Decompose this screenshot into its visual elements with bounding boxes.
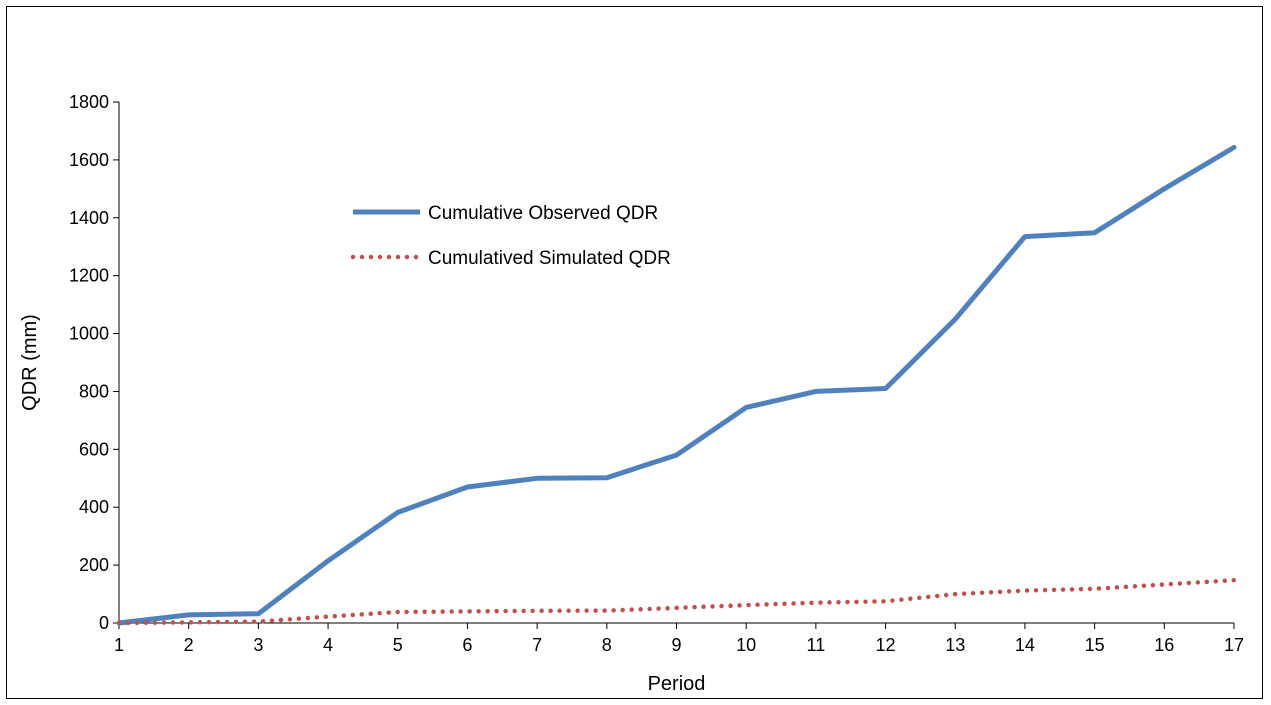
axes: [118, 102, 1234, 624]
y-tick-label: 1200: [69, 266, 109, 286]
y-axis-title: QDR (mm): [19, 314, 41, 411]
x-tick-label: 11: [807, 635, 826, 655]
x-tick-label: 8: [602, 635, 612, 655]
y-tick-label: 1600: [69, 150, 109, 170]
x-tick-label: 17: [1224, 635, 1244, 655]
x-tick-label: 6: [462, 635, 472, 655]
x-tick-label: 10: [736, 635, 756, 655]
legend-label-simulated: Cumulatived Simulated QDR: [428, 248, 671, 269]
x-tick-label: 15: [1085, 635, 1105, 655]
x-tick-label: 1: [114, 635, 124, 655]
x-tick-label: 7: [532, 635, 542, 655]
x-tick-label: 4: [323, 635, 333, 655]
y-tick-label: 400: [79, 497, 109, 517]
legend-label-observed: Cumulative Observed QDR: [428, 203, 658, 224]
observed-qdr-line: [116, 144, 1237, 626]
y-tick-label: 200: [79, 555, 109, 575]
x-tick-label: 16: [1154, 635, 1174, 655]
x-tick-label: 13: [945, 635, 965, 655]
x-tick-label: 12: [876, 635, 896, 655]
y-tick-label: 1400: [69, 208, 109, 228]
simulated-qdr-line: [116, 577, 1237, 626]
y-tick-label: 1000: [69, 324, 109, 344]
x-axis-title: Period: [648, 673, 706, 695]
series-layer: [116, 144, 1237, 626]
chart-frame: [6, 6, 1263, 699]
x-tick-label: 5: [393, 635, 403, 655]
y-axis-ticks: 0 200 400 600 800 1000 1200 1400 1600 1800: [69, 92, 119, 633]
y-tick-label: 600: [79, 439, 109, 459]
x-axis-ticks: 1 2 3 4 5 6 7 8 9 10 11 12 13 14 15 16 17: [114, 623, 1244, 655]
y-tick-label: 800: [79, 381, 109, 401]
y-tick-label: 1800: [69, 92, 109, 112]
x-tick-label: 14: [1015, 635, 1035, 655]
y-tick-label: 0: [99, 613, 109, 633]
legend: Cumulative Observed QDR Cumulatived Simul…: [350, 203, 671, 269]
x-tick-label: 9: [671, 635, 681, 655]
x-tick-label: 2: [184, 635, 194, 655]
x-tick-label: 3: [253, 635, 263, 655]
